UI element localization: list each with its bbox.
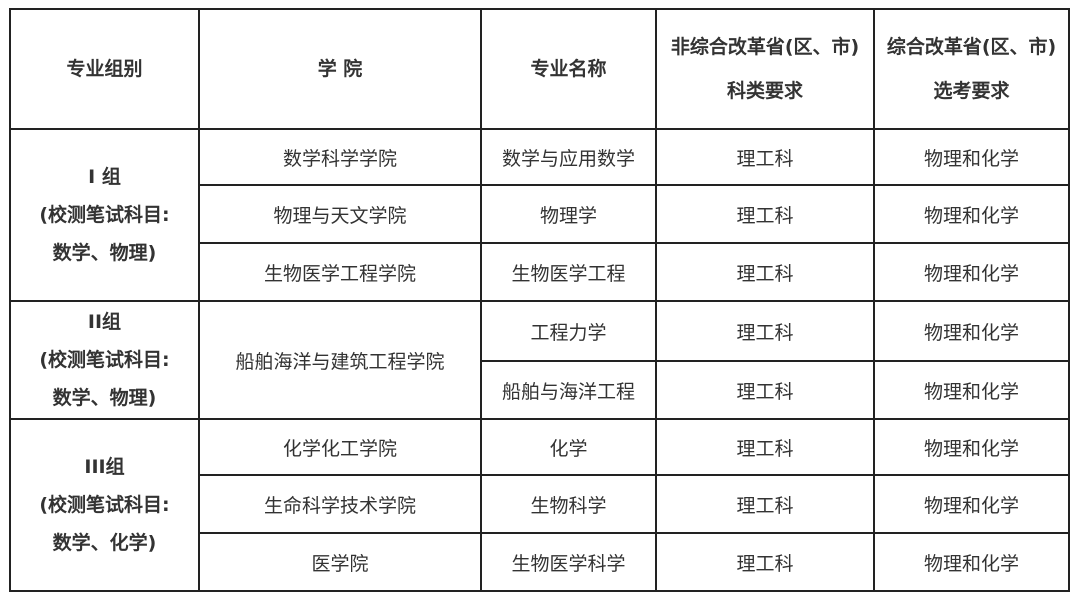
header-non-reform: 非综合改革省(区、市) 科类要求 (655, 8, 875, 130)
header-reform-line2: 选考要求 (933, 80, 1010, 102)
table-row: II组 (校测笔试科目: 数学、物理) 船舶海洋与建筑工程学院 工程力学 理工科 物… (9, 300, 1070, 420)
subjects-cell: 物理和化学 (873, 128, 1070, 186)
table-row: 生物医学工程学院 生物医学工程 理工科 物理和化学 (10, 242, 1070, 302)
college-cell: 生命科学技术学院 (198, 474, 482, 534)
header-college: 学 院 (198, 8, 482, 130)
subjects-cell: 物理和化学 (873, 184, 1070, 244)
header-reform-line1: 综合改革省(区、市) (886, 36, 1057, 58)
group-subjects: 数学、物理) (52, 387, 157, 409)
group-note: (校测笔试科目: (39, 349, 170, 371)
group-subjects: 数学、物理) (52, 242, 157, 264)
table-row: 船舶与海洋工程 理工科 物理和化学 (10, 360, 1070, 420)
subjects-cell: 物理和化学 (873, 474, 1070, 534)
category-cell: 理工科 (655, 474, 875, 534)
category-cell: 理工科 (655, 418, 875, 476)
header-group: 专业组别 (9, 8, 200, 130)
table-row: 医学院 生物医学科学 理工科 物理和化学 (10, 532, 1070, 592)
category-cell: 理工科 (655, 532, 875, 592)
major-cell: 化学 (480, 418, 657, 476)
table-row: 物理与天文学院 物理学 理工科 物理和化学 (10, 184, 1070, 244)
group-cell: I 组 (校测笔试科目: 数学、物理) (9, 128, 200, 302)
header-major: 专业名称 (480, 8, 657, 130)
college-cell: 化学化工学院 (198, 418, 482, 476)
college-cell: 船舶海洋与建筑工程学院 (198, 300, 482, 420)
header-non-reform-line1: 非综合改革省(区、市) (670, 36, 860, 58)
group-name: II组 (87, 311, 122, 333)
major-requirements-table: 专业组别 学 院 专业名称 非综合改革省(区、市) 科类要求 综合改革省(区、市)… (9, 8, 1070, 592)
group-name: I 组 (88, 166, 121, 188)
subjects-cell: 物理和化学 (873, 360, 1070, 420)
major-cell: 物理学 (480, 184, 657, 244)
college-cell: 生物医学工程学院 (198, 242, 482, 302)
group-note: (校测笔试科目: (39, 204, 170, 226)
major-cell: 船舶与海洋工程 (480, 360, 657, 420)
college-cell: 数学科学学院 (198, 128, 482, 186)
college-cell: 物理与天文学院 (198, 184, 482, 244)
header-non-reform-line2: 科类要求 (726, 80, 803, 102)
subjects-cell: 物理和化学 (873, 242, 1070, 302)
subjects-cell: 物理和化学 (873, 300, 1070, 362)
category-cell: 理工科 (655, 300, 875, 362)
subjects-cell: 物理和化学 (873, 418, 1070, 476)
major-cell: 数学与应用数学 (480, 128, 657, 186)
category-cell: 理工科 (655, 128, 875, 186)
group-note: (校测笔试科目: (39, 494, 170, 516)
category-cell: 理工科 (655, 242, 875, 302)
major-cell: 生物科学 (480, 474, 657, 534)
group-cell: II组 (校测笔试科目: 数学、物理) (9, 300, 200, 420)
major-cell: 生物医学工程 (480, 242, 657, 302)
table-row: 生命科学技术学院 生物科学 理工科 物理和化学 (10, 474, 1070, 534)
subjects-cell: 物理和化学 (873, 532, 1070, 592)
college-cell: 医学院 (198, 532, 482, 592)
header-reform: 综合改革省(区、市) 选考要求 (873, 8, 1070, 130)
group-name: III组 (84, 456, 125, 478)
group-subjects: 数学、化学) (52, 532, 157, 554)
major-cell: 工程力学 (480, 300, 657, 362)
header-row: 专业组别 学 院 专业名称 非综合改革省(区、市) 科类要求 综合改革省(区、市)… (9, 8, 1070, 130)
table-row: III组 (校测笔试科目: 数学、化学) 化学化工学院 化学 理工科 物理和化学 (9, 418, 1070, 592)
major-cell: 生物医学科学 (480, 532, 657, 592)
table-row: I 组 (校测笔试科目: 数学、物理) 数学科学学院 数学与应用数学 理工科 物理和… (9, 128, 1070, 302)
group-cell: III组 (校测笔试科目: 数学、化学) (9, 418, 200, 592)
category-cell: 理工科 (655, 184, 875, 244)
category-cell: 理工科 (655, 360, 875, 420)
